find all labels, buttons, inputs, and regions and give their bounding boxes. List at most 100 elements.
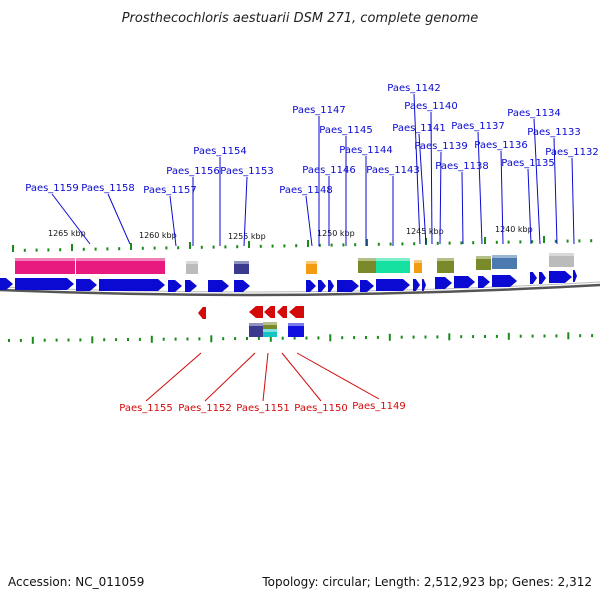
forward-gene-leader-line: [243, 176, 248, 247]
forward-gene-label: Paes_1147: [292, 105, 346, 116]
accession-text: Accession: NC_011059: [8, 575, 144, 589]
forward-gene-leader-line: [51, 193, 91, 245]
tick-mark: [118, 247, 121, 251]
feature-box-shine: [249, 323, 263, 326]
reverse-gene-arrow: [264, 306, 275, 318]
tick-mark: [495, 334, 498, 338]
feature-box: [249, 323, 263, 337]
forward-gene-label: Paes_1143: [366, 165, 420, 176]
forward-gene-labels: Paes_1159 Paes_1158 Paes_1157Paes_1156Paes…: [25, 83, 599, 247]
forward-gene-label: Paes_1134: [507, 108, 561, 119]
tick-mark: [19, 338, 22, 342]
tick-mark: [31, 336, 34, 344]
gene-arrows: [0, 270, 577, 319]
tick-mark: [448, 333, 451, 341]
tick-mark: [47, 248, 50, 252]
tick-mark: [91, 336, 94, 344]
feature-box: [263, 322, 277, 329]
tick-mark: [377, 242, 380, 246]
tick-mark: [138, 337, 141, 341]
feature-box: [288, 323, 304, 337]
feature-box: [99, 258, 165, 274]
feature-box-shine: [358, 258, 376, 261]
forward-gene-label: Paes_1146: [302, 165, 356, 176]
forward-gene-label: Paes_1136: [474, 140, 528, 151]
forward-gene-arrow: [99, 279, 165, 291]
tick-mark: [174, 337, 177, 341]
forward-gene-arrow: [435, 277, 452, 289]
tick-mark: [531, 334, 534, 338]
feature-box: [263, 329, 277, 337]
feature-box-shine: [263, 322, 277, 325]
tick-mark: [106, 247, 109, 251]
tick-mark: [567, 332, 570, 340]
tick-mark: [295, 244, 298, 248]
reverse-gene-leader-line: [281, 352, 322, 402]
tick-mark: [283, 244, 286, 248]
forward-gene-leader-line: [527, 168, 532, 245]
forward-gene-leader-line: [500, 150, 504, 245]
tick-mark: [246, 337, 248, 340]
tick-mark: [566, 239, 569, 243]
kbp-label: 1265 kbp: [48, 229, 86, 238]
forward-gene-label: Paes_1148: [279, 185, 333, 196]
forward-gene-arrow: [539, 272, 546, 284]
forward-gene-leader-line: [305, 195, 313, 247]
tick-mark: [341, 336, 344, 340]
tick-mark: [388, 333, 391, 341]
forward-gene-arrow: [168, 280, 182, 292]
tick-mark: [141, 246, 144, 250]
feature-box-shine: [414, 260, 422, 263]
tick-mark: [354, 243, 357, 247]
tick-mark: [342, 243, 345, 247]
tick-mark: [591, 334, 594, 338]
tick-mark: [186, 337, 189, 341]
forward-gene-leader-line: [418, 133, 427, 245]
tick-mark: [153, 246, 156, 250]
tick-mark: [79, 338, 82, 342]
tick-mark: [472, 335, 475, 339]
forward-gene-label: Paes_1156: [166, 166, 220, 177]
forward-gene-label: Paes_1141: [392, 123, 446, 134]
tick-mark: [305, 336, 308, 340]
tick-mark: [293, 336, 296, 340]
map-title: Prosthecochloris aestuarii DSM 271, comp…: [122, 11, 479, 26]
forward-gene-leader-line: [571, 157, 575, 245]
forward-gene-arrow: [328, 280, 334, 292]
forward-gene-arrow: [422, 279, 426, 291]
forward-gene-label: Paes_1133: [527, 127, 581, 138]
tick-mark: [413, 242, 416, 246]
reverse-gene-arrow: [249, 306, 263, 318]
tick-mark: [484, 237, 486, 244]
forward-gene-arrow: [306, 280, 316, 292]
tick-marks-bottom: [8, 332, 594, 344]
forward-gene-label: Paes_1137: [451, 121, 505, 132]
forward-gene-leader-line: [413, 93, 421, 245]
tick-mark: [401, 242, 404, 246]
feature-box-shine: [234, 261, 249, 264]
tick-mark: [71, 244, 73, 251]
forward-gene-label: Paes_1139: [414, 141, 468, 152]
feature-box-shine: [263, 329, 277, 332]
tick-mark: [177, 246, 180, 250]
feature-box-shine: [437, 258, 454, 261]
tick-mark: [495, 240, 498, 244]
tick-mark: [555, 334, 558, 338]
tick-mark: [318, 243, 321, 247]
tick-marks-top: [12, 236, 593, 252]
forward-gene-arrow: [208, 280, 229, 292]
kbp-label: 1240 kbp: [495, 225, 533, 234]
tick-mark: [353, 336, 356, 340]
reverse-gene-arrow: [198, 307, 206, 319]
tick-mark: [424, 335, 427, 339]
tick-mark: [507, 332, 510, 340]
forward-gene-arrow: [337, 280, 359, 292]
tick-mark: [115, 338, 118, 342]
tick-mark: [376, 335, 379, 339]
feature-box-shine: [306, 261, 317, 264]
feature-box: [15, 258, 75, 274]
tick-mark: [150, 335, 153, 343]
tick-mark: [165, 246, 168, 250]
forward-gene-label: Paes_1145: [319, 125, 373, 136]
